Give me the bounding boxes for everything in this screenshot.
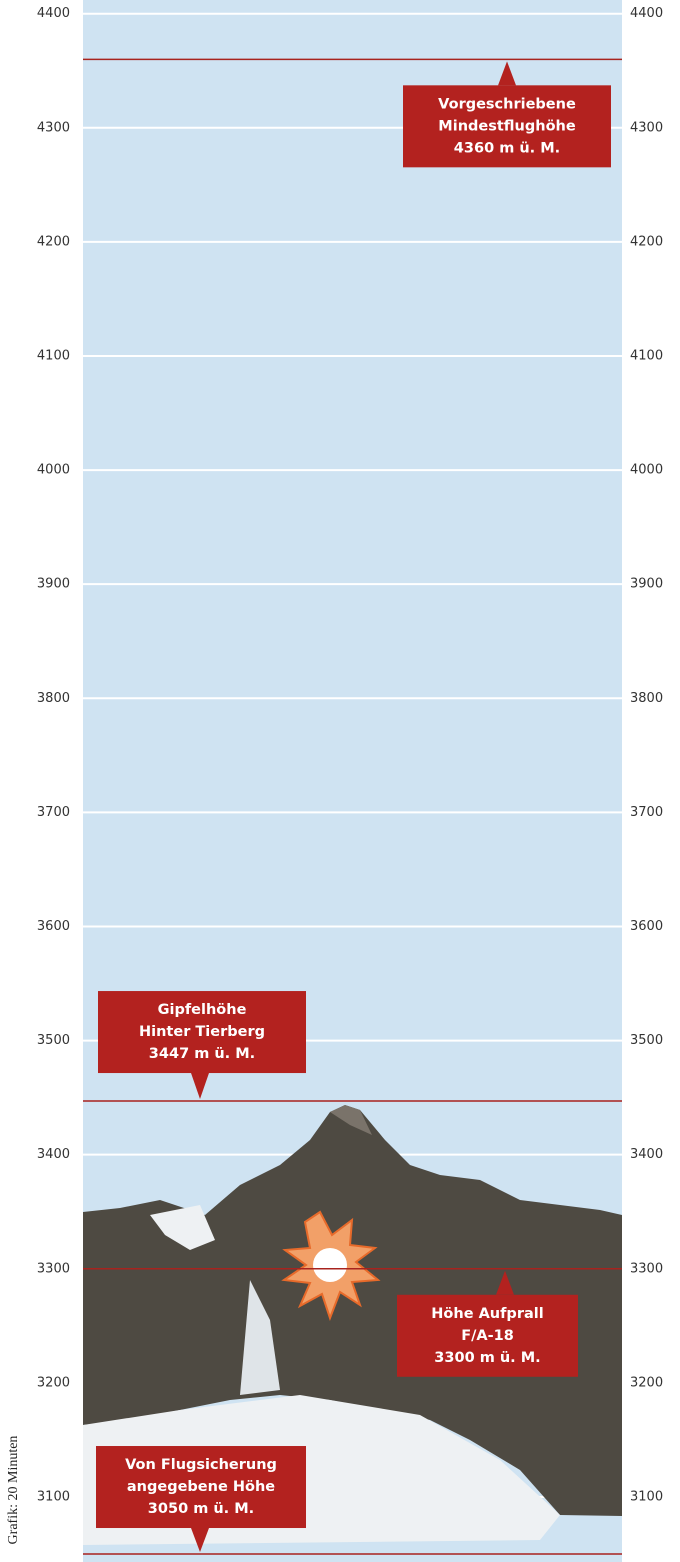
credit: Grafik: 20 Minuten (6, 1436, 21, 1545)
y-tick-label: 3400 (37, 1147, 70, 1162)
y-tick-label-right: 4100 (630, 348, 663, 363)
y-tick-label-right: 3100 (630, 1489, 663, 1504)
y-tick-label-right: 4000 (630, 463, 663, 478)
y-tick-label: 3300 (37, 1261, 70, 1276)
annotation-text: Gipfelhöhe (158, 1002, 247, 1018)
y-tick-label: 3200 (37, 1375, 70, 1390)
annotation-text: 3050 m ü. M. (148, 1501, 254, 1517)
annotation-text: 3447 m ü. M. (149, 1046, 255, 1062)
annotation-text: Höhe Aufprall (431, 1306, 543, 1322)
annotation-text: Vorgeschriebene (438, 96, 576, 112)
y-tick-label: 4200 (37, 234, 70, 249)
annotation-text: F/A-18 (461, 1328, 514, 1344)
annotation-text: Mindestflughöhe (438, 118, 576, 134)
annotation-text: Hinter Tierberg (139, 1024, 265, 1040)
y-tick-label-right: 3300 (630, 1261, 663, 1276)
annotation-text: 4360 m ü. M. (454, 140, 560, 156)
y-tick-label-right: 4300 (630, 120, 663, 135)
y-tick-label-right: 3400 (630, 1147, 663, 1162)
y-tick-label: 4000 (37, 463, 70, 478)
y-tick-label: 4300 (37, 120, 70, 135)
y-tick-label-right: 4200 (630, 234, 663, 249)
y-tick-label-right: 3900 (630, 577, 663, 592)
y-tick-label-right: 3200 (630, 1375, 663, 1390)
y-tick-label-right: 3600 (630, 919, 663, 934)
y-tick-label: 3500 (37, 1033, 70, 1048)
y-tick-label: 4100 (37, 348, 70, 363)
annotation-text: Von Flugsicherung (125, 1457, 277, 1473)
chart: Vorgeschriebene Mindestflughöhe 4360 m ü. … (0, 0, 680, 1562)
y-tick-label-right: 3700 (630, 805, 663, 820)
y-tick-label: 3100 (37, 1489, 70, 1504)
y-tick-label: 4400 (37, 6, 70, 21)
annotation-text: 3300 m ü. M. (434, 1350, 540, 1366)
y-tick-label: 3800 (37, 691, 70, 706)
y-tick-label: 3900 (37, 577, 70, 592)
y-tick-label: 3600 (37, 919, 70, 934)
y-tick-label-right: 3800 (630, 691, 663, 706)
y-tick-label: 3700 (37, 805, 70, 820)
y-tick-label-right: 4400 (630, 6, 663, 21)
annotation-text: angegebene Höhe (127, 1479, 275, 1495)
y-tick-label-right: 3500 (630, 1033, 663, 1048)
